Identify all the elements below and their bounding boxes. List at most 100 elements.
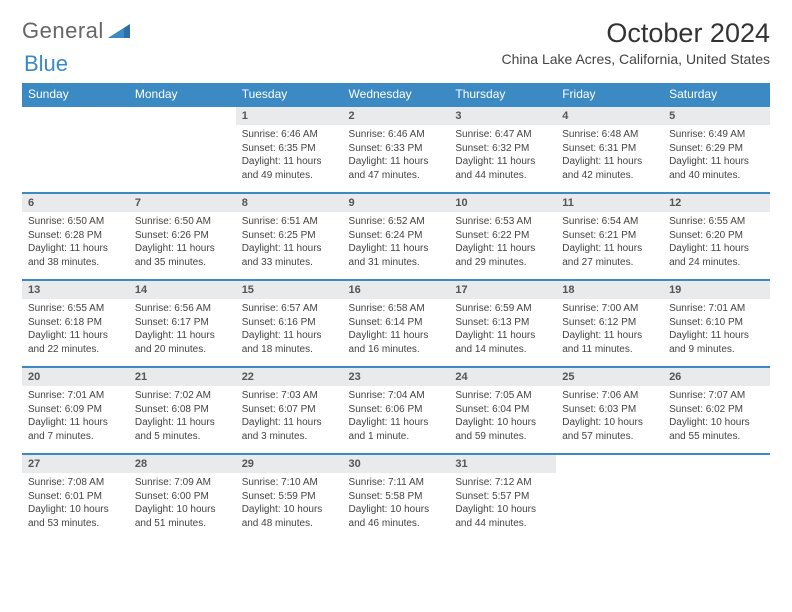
daylight-text: Daylight: 11 hours and 29 minutes. — [455, 242, 550, 269]
day-details: Sunrise: 6:49 AMSunset: 6:29 PMDaylight:… — [663, 125, 770, 192]
daylight-text: Daylight: 11 hours and 33 minutes. — [242, 242, 337, 269]
sunrise-text: Sunrise: 7:01 AM — [28, 389, 123, 403]
sunset-text: Sunset: 6:18 PM — [28, 316, 123, 330]
day-number: 20 — [22, 368, 129, 386]
sunset-text: Sunset: 6:20 PM — [669, 229, 764, 243]
day-number: 22 — [236, 368, 343, 386]
day-header: Sunday — [22, 83, 129, 106]
day-cell: 29Sunrise: 7:10 AMSunset: 5:59 PMDayligh… — [236, 454, 343, 540]
day-number: 4 — [556, 107, 663, 125]
day-number: 14 — [129, 281, 236, 299]
calendar-body: ··1Sunrise: 6:46 AMSunset: 6:35 PMDaylig… — [22, 106, 770, 540]
sunrise-text: Sunrise: 7:11 AM — [349, 476, 444, 490]
day-cell: 16Sunrise: 6:58 AMSunset: 6:14 PMDayligh… — [343, 280, 450, 367]
day-number: 25 — [556, 368, 663, 386]
day-cell: · — [663, 454, 770, 540]
sunset-text: Sunset: 6:00 PM — [135, 490, 230, 504]
day-details: Sunrise: 6:47 AMSunset: 6:32 PMDaylight:… — [449, 125, 556, 192]
day-number: 8 — [236, 194, 343, 212]
sunset-text: Sunset: 6:01 PM — [28, 490, 123, 504]
day-header: Saturday — [663, 83, 770, 106]
day-cell: 22Sunrise: 7:03 AMSunset: 6:07 PMDayligh… — [236, 367, 343, 454]
week-row: 27 Sunrise: 7:08 AMSunset: 6:01 PM Dayligh… — [22, 454, 770, 540]
day-cell: 26Sunrise: 7:07 AMSunset: 6:02 PMDayligh… — [663, 367, 770, 454]
day-number: 27 — [22, 455, 129, 473]
day-number: 9 — [343, 194, 450, 212]
day-header: Thursday — [449, 83, 556, 106]
sunset-text: Sunset: 6:10 PM — [669, 316, 764, 330]
sunset-text: Sunset: 5:57 PM — [455, 490, 550, 504]
daylight-text: Daylight: 11 hours and 31 minutes. — [349, 242, 444, 269]
sunrise-text: Sunrise: 6:50 AM — [135, 215, 230, 229]
daylight-text: Daylight: 11 hours and 44 minutes. — [455, 155, 550, 182]
sunset-text: Sunset: 6:17 PM — [135, 316, 230, 330]
sunset-text: Sunset: 6:03 PM — [562, 403, 657, 417]
sunrise-text: Sunrise: 7:06 AM — [562, 389, 657, 403]
sunrise-text: Sunrise: 7:02 AM — [135, 389, 230, 403]
day-cell: · — [129, 106, 236, 193]
day-details: Sunrise: 7:01 AMSunset: 6:09 PMDaylight:… — [22, 386, 129, 453]
day-number: 12 — [663, 194, 770, 212]
sunset-text: Sunset: 6:25 PM — [242, 229, 337, 243]
day-number: 1 — [236, 107, 343, 125]
day-cell: 31Sunrise: 7:12 AMSunset: 5:57 PMDayligh… — [449, 454, 556, 540]
page-title: October 2024 — [502, 18, 770, 49]
sunset-text: Sunset: 6:33 PM — [349, 142, 444, 156]
logo-text-general: General — [22, 18, 104, 44]
location-text: China Lake Acres, California, United Sta… — [502, 51, 770, 67]
sunrise-text: Sunrise: 7:05 AM — [455, 389, 550, 403]
daylight-text: Daylight: 11 hours and 7 minutes. — [28, 416, 123, 443]
sunrise-text: Sunrise: 6:48 AM — [562, 128, 657, 142]
daylight-text: Daylight: 11 hours and 35 minutes. — [135, 242, 230, 269]
sunrise-text: Sunrise: 6:49 AM — [669, 128, 764, 142]
calendar-page: General October 2024 China Lake Acres, C… — [0, 0, 792, 550]
day-details: Sunrise: 6:55 AMSunset: 6:20 PMDaylight:… — [663, 212, 770, 279]
sunrise-text: Sunrise: 6:46 AM — [349, 128, 444, 142]
day-number: 17 — [449, 281, 556, 299]
day-number: 15 — [236, 281, 343, 299]
day-cell: 5Sunrise: 6:49 AMSunset: 6:29 PMDaylight… — [663, 106, 770, 193]
daylight-text: Daylight: 11 hours and 20 minutes. — [135, 329, 230, 356]
day-cell: 24Sunrise: 7:05 AMSunset: 6:04 PMDayligh… — [449, 367, 556, 454]
day-cell: 6Sunrise: 6:50 AMSunset: 6:28 PMDaylight… — [22, 193, 129, 280]
sunrise-text: Sunrise: 6:54 AM — [562, 215, 657, 229]
day-header: Tuesday — [236, 83, 343, 106]
day-details: Sunrise: 6:50 AMSunset: 6:28 PMDaylight:… — [22, 212, 129, 279]
daylight-text: Daylight: 11 hours and 18 minutes. — [242, 329, 337, 356]
sunset-text: Sunset: 5:59 PM — [242, 490, 337, 504]
sunrise-text: Sunrise: 7:00 AM — [562, 302, 657, 316]
calendar-table: Sunday Monday Tuesday Wednesday Thursday… — [22, 83, 770, 540]
sunrise-text: Sunrise: 6:47 AM — [455, 128, 550, 142]
daylight-text: Daylight: 10 hours and 57 minutes. — [562, 416, 657, 443]
daylight-text: Daylight: 11 hours and 49 minutes. — [242, 155, 337, 182]
day-cell: 30Sunrise: 7:11 AMSunset: 5:58 PMDayligh… — [343, 454, 450, 540]
day-number: 31 — [449, 455, 556, 473]
day-cell: 9Sunrise: 6:52 AMSunset: 6:24 PMDaylight… — [343, 193, 450, 280]
day-cell: 28Sunrise: 7:09 AMSunset: 6:00 PMDayligh… — [129, 454, 236, 540]
day-cell: 11Sunrise: 6:54 AMSunset: 6:21 PMDayligh… — [556, 193, 663, 280]
sunrise-text: Sunrise: 6:59 AM — [455, 302, 550, 316]
daylight-text: Daylight: 10 hours and 48 minutes. — [242, 503, 337, 530]
daylight-text: Daylight: 11 hours and 27 minutes. — [562, 242, 657, 269]
day-number: 28 — [129, 455, 236, 473]
day-details: Sunrise: 6:48 AMSunset: 6:31 PMDaylight:… — [556, 125, 663, 192]
day-cell: 7Sunrise: 6:50 AMSunset: 6:26 PMDaylight… — [129, 193, 236, 280]
day-details: Sunrise: 7:04 AMSunset: 6:06 PMDaylight:… — [343, 386, 450, 453]
day-details: Sunrise: 6:46 AMSunset: 6:35 PMDaylight:… — [236, 125, 343, 192]
day-details: Sunrise: 6:54 AMSunset: 6:21 PMDaylight:… — [556, 212, 663, 279]
daylight-text: Daylight: 11 hours and 9 minutes. — [669, 329, 764, 356]
day-cell: 10Sunrise: 6:53 AMSunset: 6:22 PMDayligh… — [449, 193, 556, 280]
logo-triangle-icon — [108, 18, 130, 44]
daylight-text: Daylight: 11 hours and 47 minutes. — [349, 155, 444, 182]
sunrise-text: Sunrise: 6:55 AM — [28, 302, 123, 316]
day-cell: · — [556, 454, 663, 540]
daylight-text: Daylight: 11 hours and 24 minutes. — [669, 242, 764, 269]
sunrise-text: Sunrise: 7:08 AM — [28, 476, 123, 490]
sunset-text: Sunset: 6:04 PM — [455, 403, 550, 417]
day-cell: 23Sunrise: 7:04 AMSunset: 6:06 PMDayligh… — [343, 367, 450, 454]
daylight-text: Daylight: 11 hours and 16 minutes. — [349, 329, 444, 356]
sunset-text: Sunset: 6:07 PM — [242, 403, 337, 417]
day-details: Sunrise: 6:59 AMSunset: 6:13 PMDaylight:… — [449, 299, 556, 366]
day-details: Sunrise: 7:01 AMSunset: 6:10 PMDaylight:… — [663, 299, 770, 366]
sunset-text: Sunset: 6:21 PM — [562, 229, 657, 243]
